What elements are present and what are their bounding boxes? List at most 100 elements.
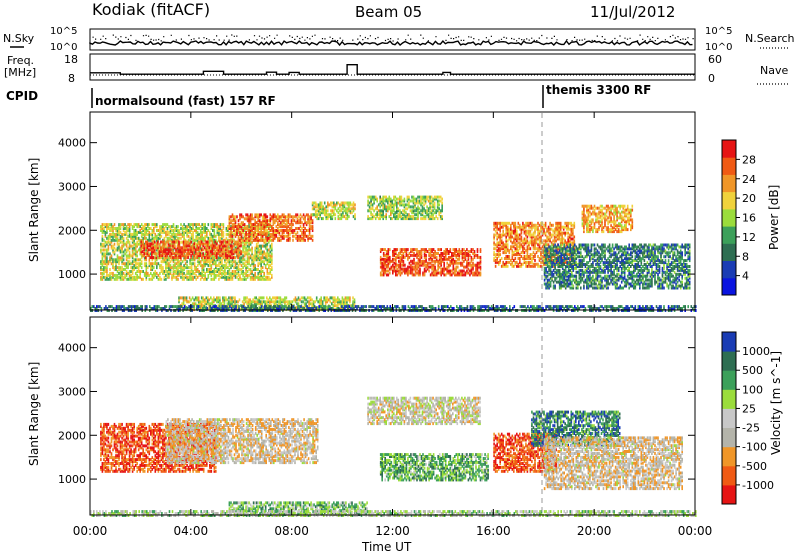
heatmap-cell bbox=[398, 207, 400, 210]
heatmap-cell bbox=[136, 274, 138, 277]
heatmap-cell bbox=[438, 203, 440, 206]
heatmap-cell bbox=[312, 213, 314, 216]
heatmap-cell bbox=[530, 253, 532, 256]
heatmap-cell bbox=[200, 272, 202, 275]
heatmap-cell bbox=[545, 244, 547, 247]
heatmap-cell bbox=[414, 213, 416, 216]
heatmap-cell bbox=[115, 258, 117, 261]
heatmap-cell bbox=[282, 229, 284, 232]
heatmap-cell bbox=[554, 236, 556, 239]
heatmap-cell bbox=[417, 200, 419, 203]
heatmap-cell bbox=[247, 270, 249, 273]
heatmap-cell bbox=[338, 207, 340, 210]
heatmap-cell bbox=[469, 254, 471, 257]
heatmap-cell bbox=[173, 229, 175, 232]
heatmap-cell bbox=[408, 213, 410, 216]
heatmap-cell bbox=[130, 245, 132, 248]
heatmap-cell bbox=[257, 213, 259, 216]
heatmap-cell bbox=[413, 215, 415, 218]
heatmap-cell bbox=[130, 233, 132, 236]
heatmap-cell bbox=[162, 250, 164, 253]
heatmap-cell bbox=[188, 235, 190, 238]
heatmap-cell bbox=[456, 273, 458, 276]
heatmap-cell bbox=[549, 238, 551, 241]
heatmap-cell bbox=[236, 262, 238, 265]
heatmap-cell bbox=[145, 246, 147, 249]
heatmap-cell bbox=[260, 213, 262, 216]
heatmap-cell bbox=[218, 268, 220, 271]
heatmap-cell bbox=[513, 245, 515, 248]
heatmap-cell bbox=[177, 250, 179, 253]
heatmap-cell bbox=[417, 205, 419, 208]
heatmap-cell bbox=[300, 235, 302, 238]
heatmap-cell bbox=[493, 234, 495, 237]
heatmap-cell bbox=[429, 196, 431, 199]
heatmap-cell bbox=[150, 242, 152, 245]
heatmap-cell bbox=[456, 266, 458, 269]
heatmap-cell bbox=[245, 227, 247, 230]
heatmap-cell bbox=[253, 274, 255, 277]
heatmap-cell bbox=[218, 278, 220, 281]
heatmap-cell bbox=[179, 270, 181, 273]
heatmap-cell bbox=[171, 244, 173, 247]
heatmap-cell bbox=[268, 272, 270, 275]
heatmap-cell bbox=[176, 262, 178, 265]
heatmap-cell bbox=[465, 250, 467, 253]
heatmap-cell bbox=[285, 223, 287, 226]
heatmap-cell bbox=[474, 264, 476, 267]
heatmap-cell bbox=[539, 265, 541, 268]
heatmap-cell bbox=[344, 202, 346, 205]
heatmap-cell bbox=[108, 223, 110, 226]
freq-label-line2: [MHz] bbox=[4, 66, 36, 79]
heatmap-cell bbox=[191, 223, 193, 226]
heatmap-cell bbox=[333, 209, 335, 212]
heatmap-cell bbox=[241, 221, 243, 224]
heatmap-cell bbox=[434, 250, 436, 253]
heatmap-cell bbox=[162, 223, 164, 226]
heatmap-cell bbox=[341, 207, 343, 210]
heatmap-cell bbox=[141, 223, 143, 226]
heatmap-cell bbox=[390, 198, 392, 201]
heatmap-cell bbox=[381, 198, 383, 201]
heatmap-cell bbox=[112, 258, 114, 261]
heatmap-cell bbox=[103, 260, 105, 263]
heatmap-cell bbox=[572, 241, 574, 244]
heatmap-cell bbox=[117, 227, 119, 230]
heatmap-cell bbox=[378, 213, 380, 216]
heatmap-cell bbox=[425, 215, 427, 218]
heatmap-cell bbox=[238, 223, 240, 226]
heatmap-cell bbox=[263, 272, 265, 275]
heatmap-cell bbox=[127, 247, 129, 250]
heatmap-cell bbox=[448, 264, 450, 267]
heatmap-cell bbox=[496, 249, 498, 252]
heatmap-cell bbox=[536, 236, 538, 239]
heatmap-cell bbox=[507, 239, 509, 242]
heatmap-cell bbox=[123, 251, 125, 254]
heatmap-cell bbox=[146, 223, 148, 226]
heatmap-cell bbox=[218, 225, 220, 228]
heatmap-cell bbox=[127, 227, 129, 230]
heatmap-cell bbox=[392, 270, 394, 273]
heatmap-cell bbox=[392, 209, 394, 212]
heatmap-cell bbox=[215, 241, 217, 244]
heatmap-cell bbox=[561, 232, 563, 235]
heatmap-cell bbox=[560, 238, 562, 241]
heatmap-cell bbox=[194, 223, 196, 226]
heatmap-cell bbox=[369, 202, 371, 205]
heatmap-cell bbox=[433, 252, 435, 255]
heatmap-cell bbox=[551, 261, 553, 264]
heatmap-cell bbox=[312, 207, 314, 210]
heatmap-cell bbox=[394, 266, 396, 269]
heatmap-cell bbox=[121, 241, 123, 244]
heatmap-cell bbox=[175, 241, 177, 244]
heatmap-cell bbox=[456, 248, 458, 251]
heatmap-cell bbox=[177, 237, 179, 240]
heatmap-cell bbox=[389, 196, 391, 199]
heatmap-cell bbox=[318, 217, 320, 220]
heatmap-cell bbox=[241, 278, 243, 281]
heatmap-cell bbox=[214, 268, 216, 271]
heatmap-cell bbox=[426, 196, 428, 199]
heatmap-cell bbox=[394, 258, 396, 261]
heatmap-cell bbox=[537, 238, 539, 241]
heatmap-cell bbox=[321, 217, 323, 220]
